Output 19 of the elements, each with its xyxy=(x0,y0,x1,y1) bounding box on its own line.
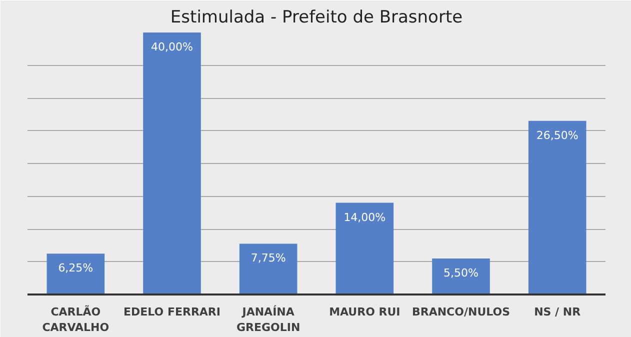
bar xyxy=(143,32,201,294)
x-tick-label: CARLÃO CARVALHO xyxy=(42,304,110,334)
bar xyxy=(528,120,586,294)
bar xyxy=(46,254,105,294)
data-label: 40,00% xyxy=(151,40,193,54)
data-label: 26,50% xyxy=(536,128,578,142)
data-label: 14,00% xyxy=(344,210,386,224)
x-tick-label: EDELO FERRARI xyxy=(124,306,221,318)
data-label: 6,25% xyxy=(58,262,94,275)
x-tick-label: JANAÍNA GREGOLIN xyxy=(236,304,300,334)
x-tick-label: BRANCO/NULOS xyxy=(412,306,510,318)
data-label: 5,50% xyxy=(444,266,478,280)
bar xyxy=(239,244,298,294)
x-tick-label: NS / NR xyxy=(534,306,582,318)
data-label: 7,75% xyxy=(250,252,286,265)
chart-title: Estimulada - Prefeito de Brasnorte xyxy=(170,8,463,28)
bar xyxy=(336,202,394,294)
bar xyxy=(432,258,490,294)
x-tick-label: MAURO RUI xyxy=(329,306,400,318)
